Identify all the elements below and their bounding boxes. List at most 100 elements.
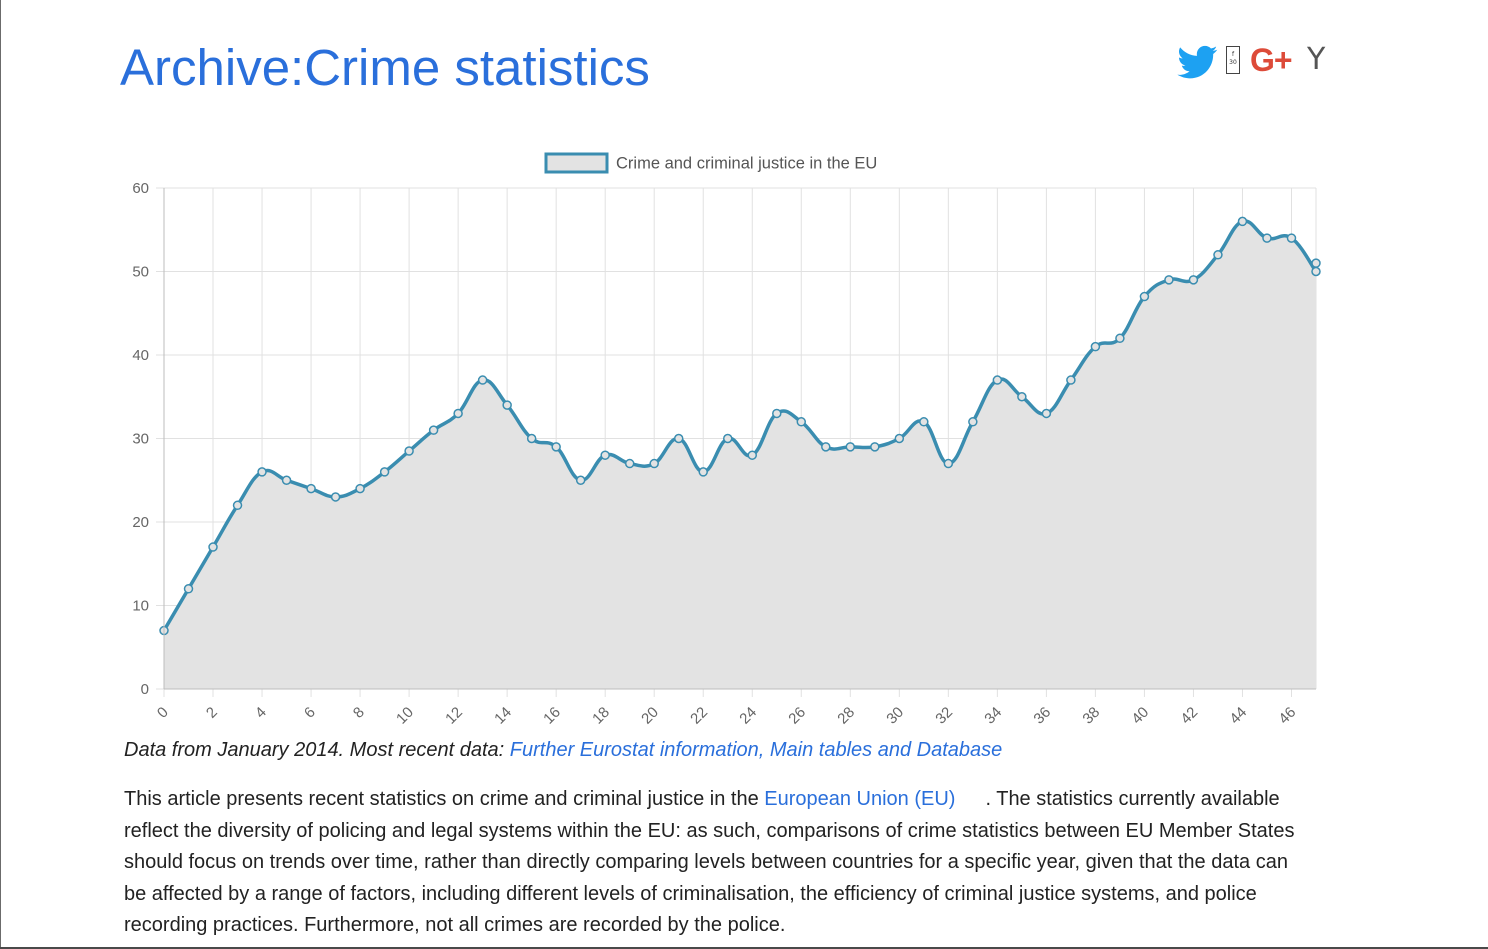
line-chart: 0 2 4 6 8 10 12 14 16 18 20 22 24 26 28 30 32 34 36 38 40 42 4…: [132, 152, 1321, 728]
ycombinator-icon[interactable]: Y: [1307, 42, 1326, 77]
eu-link[interactable]: European Union (EU): [764, 788, 956, 810]
data-point: [1311, 266, 1321, 277]
data-point: [232, 500, 243, 511]
x-tick-label: 44: [1226, 704, 1250, 728]
x-tick-label: 14: [491, 704, 515, 728]
x-tick-label: 46: [1275, 704, 1299, 728]
x-tick-label: 22: [687, 704, 711, 728]
data-point: [1041, 408, 1052, 419]
data-point: [306, 483, 316, 494]
data-point: [551, 442, 561, 452]
y-tick-label: 0: [141, 681, 149, 698]
data-point: [183, 584, 194, 594]
data-point: [379, 467, 390, 477]
data-point: [624, 458, 635, 469]
x-tick-label: 28: [834, 704, 858, 728]
chart-legend: Crime and criminal justice in the EU: [544, 152, 877, 174]
x-tick-label: 26: [785, 704, 809, 728]
article-text-rest: . The statistics currently available ref…: [124, 788, 1295, 936]
page-title: Archive:Crime statistics: [120, 39, 650, 96]
x-tick-label: 38: [1079, 704, 1103, 728]
data-point: [257, 467, 267, 477]
data-point: [1311, 258, 1321, 268]
data-point: [1164, 275, 1174, 285]
chart-caption: Data from January 2014. Most recent data…: [124, 739, 1002, 762]
data-point: [330, 492, 341, 502]
data-point: [894, 433, 905, 444]
data-point: [772, 408, 782, 419]
data-point: [1213, 250, 1223, 260]
data-point: [870, 442, 880, 452]
data-point: [526, 433, 537, 444]
x-tick-label: 10: [393, 704, 417, 728]
window-left-border: [0, 0, 1, 949]
x-tick-label: 40: [1128, 704, 1152, 728]
data-point: [673, 433, 684, 444]
window-bottom-border: [0, 947, 1488, 949]
x-tick-label: 18: [589, 704, 613, 728]
x-tick-label: 24: [736, 704, 760, 728]
article-paragraph: This article presents recent statistics …: [124, 784, 1314, 942]
data-point: [404, 446, 414, 456]
x-tick-label: 32: [932, 704, 956, 728]
data-point: [453, 408, 463, 419]
data-point: [502, 400, 512, 410]
x-tick-label: 2: [203, 704, 221, 722]
data-point: [355, 483, 365, 494]
data-point: [1237, 216, 1248, 227]
data-point: [477, 375, 488, 385]
data-point: [1139, 291, 1150, 302]
data-point: [919, 417, 929, 427]
legend-swatch[interactable]: [544, 152, 609, 174]
x-tick-label: 0: [154, 704, 172, 722]
twitter-icon[interactable]: [1176, 42, 1220, 82]
data-point: [1017, 392, 1027, 402]
x-tick-label: 6: [301, 704, 319, 722]
data-point: [968, 417, 978, 427]
data-point: [845, 442, 856, 452]
series-area: [164, 220, 1316, 689]
google-plus-icon[interactable]: G+: [1250, 42, 1293, 78]
x-tick-label: 8: [350, 704, 368, 722]
legend-label[interactable]: Crime and criminal justice in the EU: [616, 155, 877, 173]
x-tick-label: 36: [1030, 704, 1054, 728]
chart-points: [159, 216, 1321, 636]
data-point: [1286, 233, 1297, 243]
y-tick-label: 20: [132, 514, 149, 531]
facebook-icon[interactable]: f 30: [1226, 46, 1240, 74]
x-tick-label: 20: [638, 704, 662, 728]
data-point: [698, 467, 708, 477]
data-point: [722, 433, 733, 444]
y-tick-label: 30: [132, 431, 149, 448]
data-point: [1115, 333, 1125, 344]
x-tick-label: 12: [442, 704, 466, 728]
data-point: [992, 375, 1003, 385]
x-tick-label: 16: [540, 704, 564, 728]
data-point: [575, 475, 586, 485]
x-tick-label: 30: [883, 704, 907, 728]
caption-text: Data from January 2014. Most recent data…: [124, 739, 510, 761]
data-point: [208, 542, 218, 552]
data-point: [943, 458, 954, 469]
y-tick-label: 40: [132, 347, 149, 364]
x-tick-label: 4: [252, 704, 270, 722]
data-point: [1188, 275, 1199, 285]
y-tick-label: 50: [132, 264, 149, 281]
data-point: [1066, 375, 1076, 385]
data-point: [747, 450, 758, 460]
x-tick-label: 34: [981, 704, 1005, 728]
data-point: [600, 450, 610, 460]
data-point: [281, 475, 292, 485]
data-point: [796, 417, 807, 427]
data-point: [821, 442, 831, 452]
chart-area: [164, 220, 1316, 689]
x-tick-label: 42: [1177, 704, 1201, 728]
share-bar: f 30 G+ Y: [1176, 42, 1336, 82]
data-point: [428, 425, 439, 435]
data-point: [649, 458, 659, 469]
y-tick-label: 10: [132, 598, 149, 615]
caption-link[interactable]: Further Eurostat information, Main table…: [509, 739, 1003, 761]
y-tick-label: 60: [132, 180, 149, 197]
data-point: [1262, 233, 1272, 243]
data-point: [1090, 341, 1101, 352]
